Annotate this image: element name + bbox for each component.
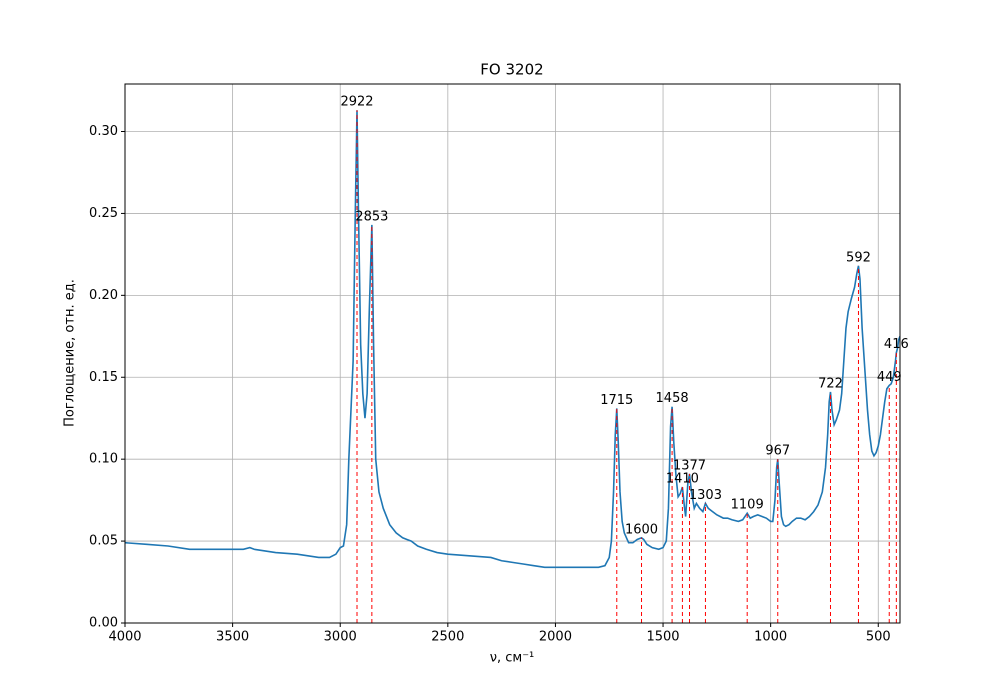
peak-label: 416 (884, 337, 909, 352)
x-tick-label: 1500 (646, 630, 679, 645)
y-axis-label: Поглощение, отн. ед. (63, 279, 78, 427)
peak-label: 2853 (355, 209, 388, 224)
peak-label: 1303 (689, 488, 722, 503)
peak-label: 2922 (340, 95, 373, 110)
plot-area (125, 110, 900, 623)
x-tick-label: 500 (866, 630, 891, 645)
x-tick-label: 3500 (216, 630, 249, 645)
x-axis-label: ν, см⁻¹ (490, 651, 535, 666)
peak-label: 1377 (673, 458, 706, 473)
peak-label: 1410 (666, 472, 699, 487)
x-tick-label: 2000 (539, 630, 572, 645)
peak-label: 1458 (656, 391, 689, 406)
spectrum-line (125, 110, 900, 569)
x-tick-label: 3000 (324, 630, 357, 645)
peak-label: 592 (846, 250, 871, 265)
x-tick-label: 4000 (108, 630, 141, 645)
peak-label: 1600 (625, 522, 658, 537)
y-tick-label: 0.00 (89, 616, 118, 631)
y-tick-label: 0.05 (89, 534, 118, 549)
y-tick-label: 0.20 (89, 288, 118, 303)
peak-label: 1109 (731, 498, 764, 513)
y-tick-label: 0.30 (89, 124, 118, 139)
peak-label: 449 (877, 370, 902, 385)
peak-label: 967 (765, 444, 790, 459)
x-tick-label: 1000 (754, 630, 787, 645)
y-tick-label: 0.25 (89, 206, 118, 221)
peak-label: 1715 (600, 393, 633, 408)
axes-frame (124, 83, 901, 624)
chart-title: FO 3202 (480, 61, 543, 79)
y-tick-label: 0.10 (89, 452, 118, 467)
peak-label: 722 (818, 377, 843, 392)
y-tick-label: 0.15 (89, 370, 118, 385)
x-tick-label: 2500 (431, 630, 464, 645)
